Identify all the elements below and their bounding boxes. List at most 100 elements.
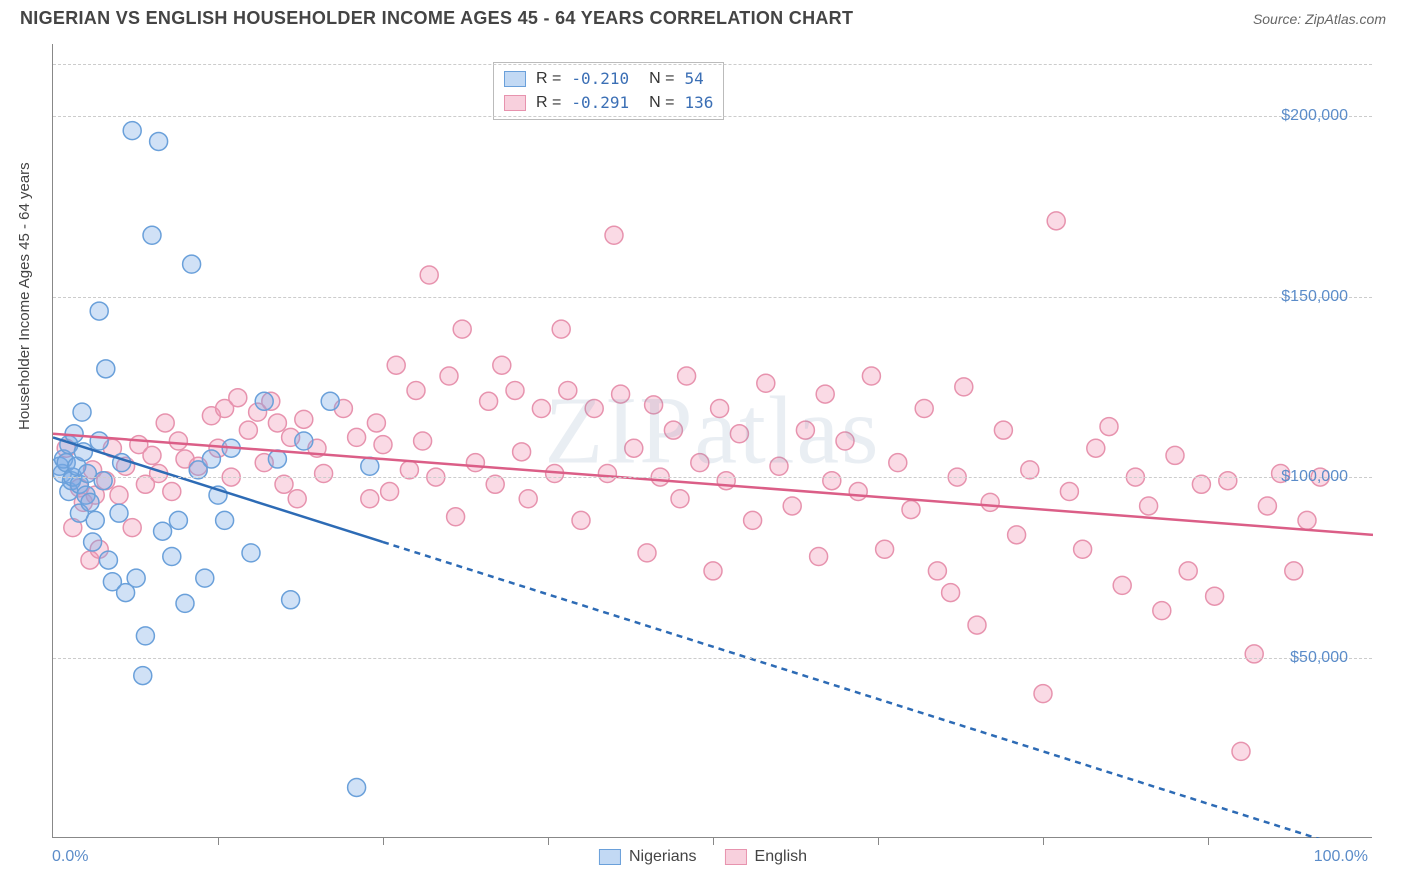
data-point: [638, 544, 656, 562]
data-point: [1153, 602, 1171, 620]
data-point: [1258, 497, 1276, 515]
data-point: [770, 457, 788, 475]
data-point: [156, 414, 174, 432]
data-point: [110, 504, 128, 522]
data-point: [163, 483, 181, 501]
data-point: [143, 446, 161, 464]
data-point: [1206, 587, 1224, 605]
data-point: [1087, 439, 1105, 457]
x-tick: [218, 837, 219, 845]
data-point: [1179, 562, 1197, 580]
legend-n-value: 54: [684, 67, 703, 91]
series-legend: Nigerians English: [599, 848, 807, 866]
data-point: [282, 591, 300, 609]
data-point: [387, 356, 405, 374]
data-point: [519, 490, 537, 508]
data-point: [796, 421, 814, 439]
data-point: [134, 667, 152, 685]
data-point: [407, 381, 425, 399]
data-point: [1298, 511, 1316, 529]
data-point: [862, 367, 880, 385]
data-point: [757, 374, 775, 392]
y-axis-label: Householder Income Ages 45 - 64 years: [16, 162, 33, 430]
data-point: [361, 490, 379, 508]
data-point: [836, 432, 854, 450]
x-tick: [1043, 837, 1044, 845]
gridline: [53, 297, 1372, 298]
data-point: [810, 547, 828, 565]
y-tick-label: $100,000: [1281, 468, 1348, 486]
data-point: [123, 519, 141, 537]
data-point: [268, 414, 286, 432]
data-point: [783, 497, 801, 515]
gridline: [53, 116, 1372, 117]
scatter-svg: [53, 44, 1373, 838]
data-point: [1219, 472, 1237, 490]
data-point: [1074, 540, 1092, 558]
data-point: [915, 400, 933, 418]
data-point: [268, 450, 286, 468]
data-point: [90, 432, 108, 450]
gridline: [53, 64, 1372, 65]
data-point: [447, 508, 465, 526]
legend-label: English: [755, 848, 807, 866]
data-point: [367, 414, 385, 432]
data-point: [1140, 497, 1158, 515]
data-point: [691, 454, 709, 472]
legend-swatch: [504, 95, 526, 111]
data-point: [110, 486, 128, 504]
data-point: [202, 450, 220, 468]
data-point: [572, 511, 590, 529]
data-point: [552, 320, 570, 338]
x-axis-max-label: 100.0%: [1314, 848, 1368, 866]
data-point: [889, 454, 907, 472]
legend-r-value: -0.291: [571, 91, 629, 115]
data-point: [255, 392, 273, 410]
data-point: [420, 266, 438, 284]
data-point: [143, 226, 161, 244]
gridline: [53, 477, 1372, 478]
data-point: [902, 501, 920, 519]
data-point: [876, 540, 894, 558]
data-point: [1034, 685, 1052, 703]
data-point: [169, 511, 187, 529]
data-point: [216, 511, 234, 529]
regression-line-extrapolated: [383, 542, 1373, 838]
data-point: [605, 226, 623, 244]
data-point: [625, 439, 643, 457]
data-point: [1232, 742, 1250, 760]
data-point: [315, 464, 333, 482]
data-point: [414, 432, 432, 450]
legend-row: R = -0.210 N = 54: [504, 67, 713, 91]
data-point: [81, 493, 99, 511]
x-tick: [1208, 837, 1209, 845]
y-tick-label: $150,000: [1281, 288, 1348, 306]
data-point: [664, 421, 682, 439]
data-point: [97, 360, 115, 378]
data-point: [704, 562, 722, 580]
data-point: [968, 616, 986, 634]
data-point: [295, 410, 313, 428]
data-point: [361, 457, 379, 475]
legend-item: Nigerians: [599, 848, 697, 866]
data-point: [295, 432, 313, 450]
data-point: [513, 443, 531, 461]
data-point: [506, 381, 524, 399]
data-point: [169, 432, 187, 450]
data-point: [711, 400, 729, 418]
data-point: [585, 400, 603, 418]
data-point: [242, 544, 260, 562]
legend-row: R = -0.291 N = 136: [504, 91, 713, 115]
data-point: [744, 511, 762, 529]
y-tick-label: $200,000: [1281, 107, 1348, 125]
data-point: [73, 403, 91, 421]
data-point: [928, 562, 946, 580]
data-point: [127, 569, 145, 587]
correlation-legend: R = -0.210 N = 54 R = -0.291 N = 136: [493, 62, 724, 120]
data-point: [348, 428, 366, 446]
data-point: [183, 255, 201, 273]
legend-r-label: R =: [536, 67, 561, 91]
data-point: [612, 385, 630, 403]
data-point: [1060, 483, 1078, 501]
data-point: [94, 472, 112, 490]
